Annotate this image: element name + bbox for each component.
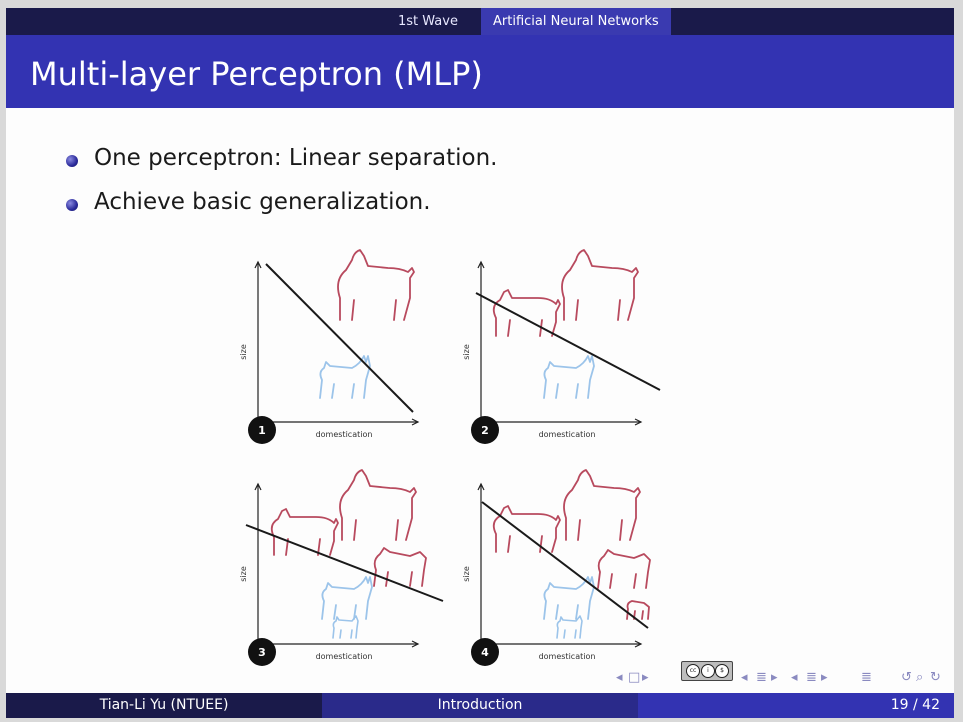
nav-frame-next-icon[interactable]: ▸: [642, 670, 649, 685]
bullet-list: One perceptron: Linear separation. Achie…: [64, 145, 497, 233]
panel-number: 2: [481, 424, 489, 437]
nav-section-next-icon[interactable]: ▸: [771, 670, 778, 685]
x-axis-label: domestication: [316, 430, 373, 439]
dog-icon: [373, 547, 427, 587]
cat-icon: [556, 615, 583, 639]
nav-section-prev-icon[interactable]: ◂: [741, 670, 748, 685]
dog-icon: [626, 600, 650, 620]
slide-title: Multi-layer Perceptron (MLP): [30, 55, 483, 93]
figure-panel-4: domestication size 4: [462, 469, 651, 666]
dog-icon: [339, 469, 417, 541]
y-axis-arrow-icon: [254, 260, 262, 269]
nav-frame-icon[interactable]: □: [628, 670, 641, 685]
y-axis-arrow-icon: [477, 482, 485, 491]
figure-panel-1: domestication size 1: [239, 249, 420, 444]
panel-number-badge: [248, 638, 276, 666]
nav-appendix-icon[interactable]: ≣: [861, 670, 872, 685]
title-bar: Multi-layer Perceptron (MLP): [6, 35, 954, 108]
x-axis-arrow-icon: [411, 418, 420, 426]
separation-line: [265, 263, 414, 413]
x-axis-arrow-icon: [634, 418, 643, 426]
slide-footer: Tian-Li Yu (NTUEE) Introduction 19 / 42: [6, 693, 954, 718]
footer-page-number: 19 / 42: [890, 697, 940, 713]
cat-icon: [543, 355, 595, 399]
nav-section-icon[interactable]: ≣: [756, 670, 767, 685]
nc-icon: $: [715, 664, 729, 678]
section-navigation-bar: 1st Wave Artificial Neural Networks: [6, 8, 954, 35]
dog-icon: [492, 505, 561, 553]
footer-author: Tian-Li Yu (NTUEE): [6, 693, 322, 718]
figure-panel-2: domestication size 2: [462, 249, 661, 444]
nav-document-next-icon[interactable]: ▸: [821, 670, 828, 685]
panel-number-badge: [248, 416, 276, 444]
dog-icon: [597, 549, 651, 589]
y-axis-label: size: [239, 344, 248, 360]
cat-icon: [332, 615, 359, 639]
y-axis-label: size: [462, 344, 471, 360]
dog-icon: [492, 289, 561, 337]
bullet-text: Achieve basic generalization.: [94, 189, 431, 215]
bullet-dot-icon: [66, 199, 78, 211]
bullet-dot-icon: [66, 155, 78, 167]
x-axis-arrow-icon: [411, 640, 420, 648]
separation-line: [475, 292, 661, 391]
dog-icon: [563, 469, 641, 541]
separation-line: [245, 524, 444, 602]
y-axis-arrow-icon: [254, 482, 262, 491]
y-axis-label: size: [239, 566, 248, 582]
by-icon: i: [701, 664, 715, 678]
y-axis-arrow-icon: [477, 260, 485, 269]
footer-section: Introduction: [322, 693, 638, 718]
x-axis-label: domestication: [539, 652, 596, 661]
panel-number-badge: [471, 638, 499, 666]
creative-commons-icon: cc i $: [681, 661, 733, 681]
bullet-text: One perceptron: Linear separation.: [94, 145, 498, 171]
section-link-1st-wave[interactable]: 1st Wave: [398, 14, 458, 29]
bullet-item: Achieve basic generalization.: [64, 189, 497, 233]
panel-number: 1: [258, 424, 266, 437]
bullet-item: One perceptron: Linear separation.: [64, 145, 497, 189]
nav-forward-icon[interactable]: ↻: [930, 670, 941, 685]
panel-number-badge: [471, 416, 499, 444]
nav-frame-prev-icon[interactable]: ◂: [616, 670, 623, 685]
cc-icon: cc: [686, 664, 700, 678]
nav-search-icon[interactable]: ⌕: [916, 670, 924, 685]
panel-number: 4: [481, 646, 489, 659]
y-axis-label: size: [462, 566, 471, 582]
dog-icon: [337, 249, 415, 321]
nav-document-prev-icon[interactable]: ◂: [791, 670, 798, 685]
beamer-navigation-controls: ◂ □ ▸ ≣ ▸ ◂ ≣ ▸ ◂ ≣ ▸ ≣ ↺ ⌕ ↻: [616, 668, 946, 690]
cat-icon: [321, 576, 373, 620]
dog-icon: [561, 249, 639, 321]
x-axis-label: domestication: [539, 430, 596, 439]
panel-number: 3: [258, 646, 266, 659]
footer-page-box: 19 / 42: [638, 693, 954, 718]
figure-panel-3: domestication size 3: [239, 469, 444, 666]
slide: 1st Wave Artificial Neural Networks Mult…: [6, 8, 954, 718]
separation-line: [481, 501, 649, 629]
x-axis-arrow-icon: [634, 640, 643, 648]
cat-icon: [543, 576, 595, 620]
section-link-artificial-neural-networks[interactable]: Artificial Neural Networks: [481, 8, 671, 35]
nav-back-icon[interactable]: ↺: [901, 670, 912, 685]
x-axis-label: domestication: [316, 652, 373, 661]
nav-document-icon[interactable]: ≣: [806, 670, 817, 685]
